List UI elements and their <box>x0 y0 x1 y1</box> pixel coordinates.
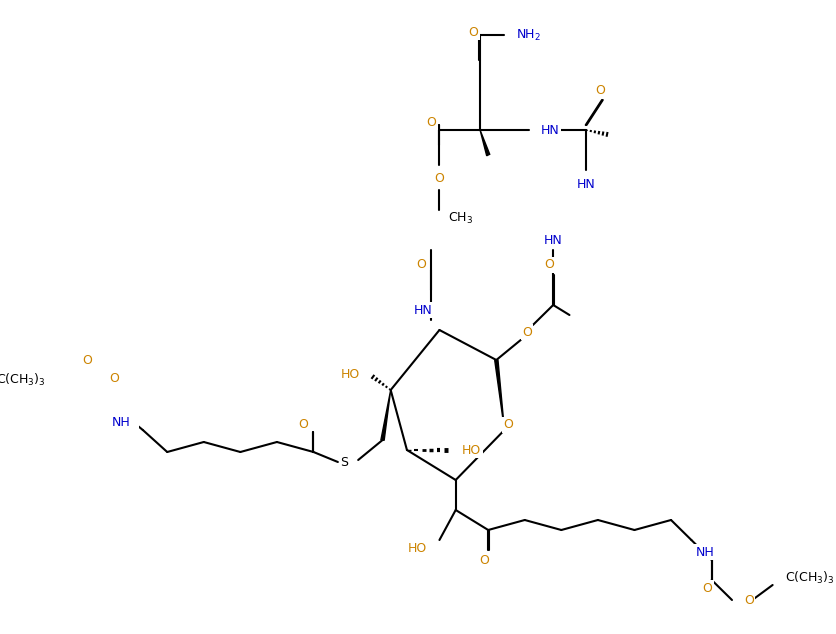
Text: NH$_2$: NH$_2$ <box>516 27 541 42</box>
Text: HN: HN <box>576 179 595 191</box>
Text: CH$_3$: CH$_3$ <box>448 210 473 226</box>
Text: O: O <box>469 25 478 39</box>
Text: O: O <box>82 354 92 366</box>
Text: HN: HN <box>414 304 432 316</box>
Text: NH: NH <box>696 545 714 559</box>
Text: O: O <box>503 418 513 432</box>
Text: O: O <box>110 372 120 384</box>
Text: O: O <box>522 325 533 339</box>
Text: HO: HO <box>340 368 359 382</box>
Text: C(CH$_3$)$_3$: C(CH$_3$)$_3$ <box>0 372 45 388</box>
Text: O: O <box>426 115 436 129</box>
Text: C(CH$_3$)$_3$: C(CH$_3$)$_3$ <box>785 570 834 586</box>
Text: O: O <box>298 418 308 432</box>
Polygon shape <box>480 130 490 156</box>
Polygon shape <box>381 390 390 441</box>
Text: HN: HN <box>544 233 563 247</box>
Text: O: O <box>416 259 426 271</box>
Text: O: O <box>595 84 605 96</box>
Text: HO: HO <box>408 541 427 555</box>
Text: HO: HO <box>462 444 482 456</box>
Text: HN: HN <box>541 124 560 136</box>
Text: NH: NH <box>112 415 130 429</box>
Text: O: O <box>479 553 489 567</box>
Polygon shape <box>495 359 504 430</box>
Text: S: S <box>340 455 349 469</box>
Text: O: O <box>744 593 754 607</box>
Text: O: O <box>544 259 554 271</box>
Text: O: O <box>703 581 712 595</box>
Text: O: O <box>435 172 445 184</box>
